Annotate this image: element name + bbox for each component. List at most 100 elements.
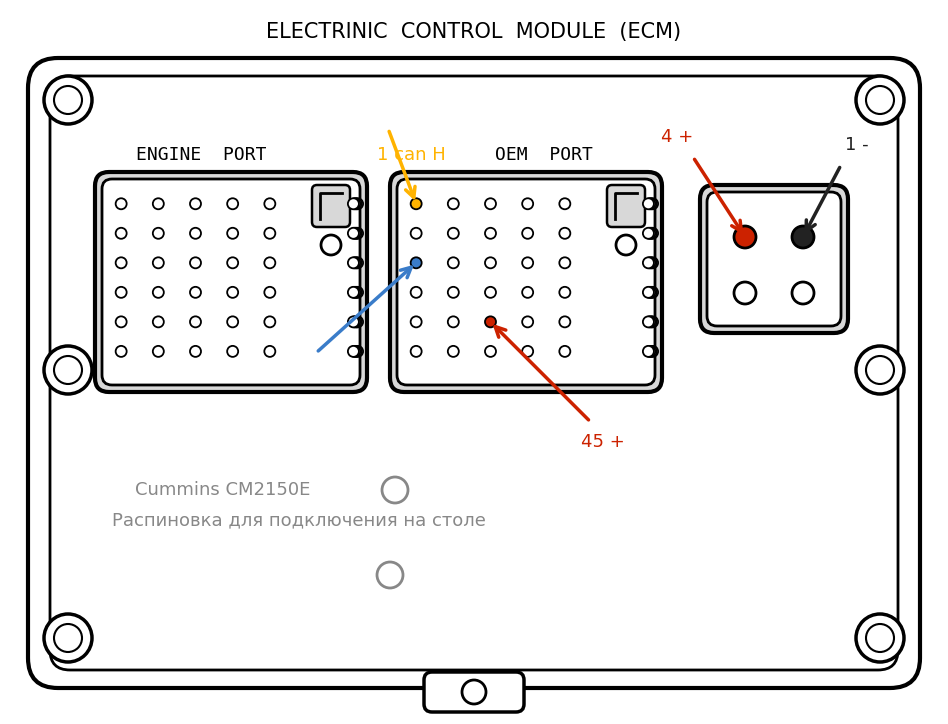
Circle shape [352,198,363,209]
Circle shape [410,198,422,209]
Circle shape [54,356,82,384]
Circle shape [647,346,658,357]
Circle shape [264,316,275,327]
Circle shape [44,346,92,394]
FancyBboxPatch shape [707,192,841,326]
Circle shape [410,346,422,357]
Circle shape [522,257,533,269]
Circle shape [349,346,360,357]
Circle shape [190,257,201,269]
Circle shape [351,287,362,298]
Circle shape [348,287,359,298]
Circle shape [153,228,164,239]
Circle shape [382,477,408,503]
Circle shape [264,346,275,357]
Text: Распиновка для подключения на столе: Распиновка для подключения на столе [112,511,486,529]
Circle shape [485,257,496,269]
Circle shape [643,287,654,298]
Circle shape [351,257,362,269]
Circle shape [856,76,904,124]
Circle shape [352,257,363,269]
Circle shape [856,614,904,662]
Circle shape [734,226,756,248]
Circle shape [410,287,422,298]
Circle shape [792,282,814,304]
Circle shape [643,257,654,269]
Circle shape [559,287,571,298]
Circle shape [153,287,164,298]
Circle shape [485,346,496,357]
Circle shape [447,287,459,298]
Circle shape [646,198,657,209]
Circle shape [321,235,341,255]
Circle shape [616,235,636,255]
Circle shape [190,287,201,298]
Text: 1 -: 1 - [846,136,868,154]
Circle shape [116,228,127,239]
Text: 1 can H: 1 can H [377,146,446,164]
Circle shape [645,287,655,298]
Circle shape [116,198,127,209]
Circle shape [522,316,533,327]
Circle shape [866,624,894,652]
Circle shape [792,226,814,248]
Circle shape [352,346,363,357]
Circle shape [447,346,459,357]
Circle shape [522,228,533,239]
FancyBboxPatch shape [28,58,920,688]
Text: OEM  PORT: OEM PORT [495,146,592,164]
Circle shape [348,228,359,239]
Circle shape [348,257,359,269]
Circle shape [559,316,571,327]
Circle shape [647,198,658,209]
Circle shape [116,257,127,269]
Text: ELECTRINIC  CONTROL  MODULE  (ECM): ELECTRINIC CONTROL MODULE (ECM) [266,22,682,42]
Circle shape [522,198,533,209]
FancyBboxPatch shape [390,172,662,392]
Text: 4 +: 4 + [661,128,693,146]
Circle shape [485,228,496,239]
Circle shape [228,198,238,209]
Circle shape [190,198,201,209]
Circle shape [646,316,657,327]
Circle shape [228,228,238,239]
Circle shape [116,316,127,327]
Circle shape [447,228,459,239]
Circle shape [643,228,654,239]
Circle shape [643,346,654,357]
Circle shape [866,86,894,114]
Circle shape [351,316,362,327]
Circle shape [190,316,201,327]
FancyBboxPatch shape [102,179,360,385]
FancyBboxPatch shape [397,179,655,385]
Circle shape [54,624,82,652]
Circle shape [352,316,363,327]
Circle shape [348,198,359,209]
Circle shape [228,316,238,327]
Circle shape [410,228,422,239]
FancyBboxPatch shape [312,185,350,227]
Text: 21 can L: 21 can L [285,366,362,384]
Circle shape [647,257,658,269]
Circle shape [645,257,655,269]
Text: ENGINE  PORT: ENGINE PORT [136,146,266,164]
Circle shape [228,346,238,357]
Circle shape [351,346,362,357]
Circle shape [153,316,164,327]
Circle shape [559,346,571,357]
Circle shape [447,257,459,269]
Circle shape [228,287,238,298]
Circle shape [349,228,360,239]
Circle shape [643,316,654,327]
Circle shape [44,614,92,662]
Circle shape [646,287,657,298]
Circle shape [645,198,655,209]
Circle shape [647,228,658,239]
Circle shape [485,316,496,327]
FancyBboxPatch shape [424,672,524,712]
Circle shape [559,198,571,209]
Circle shape [264,198,275,209]
Circle shape [264,257,275,269]
Circle shape [485,198,496,209]
Circle shape [351,228,362,239]
